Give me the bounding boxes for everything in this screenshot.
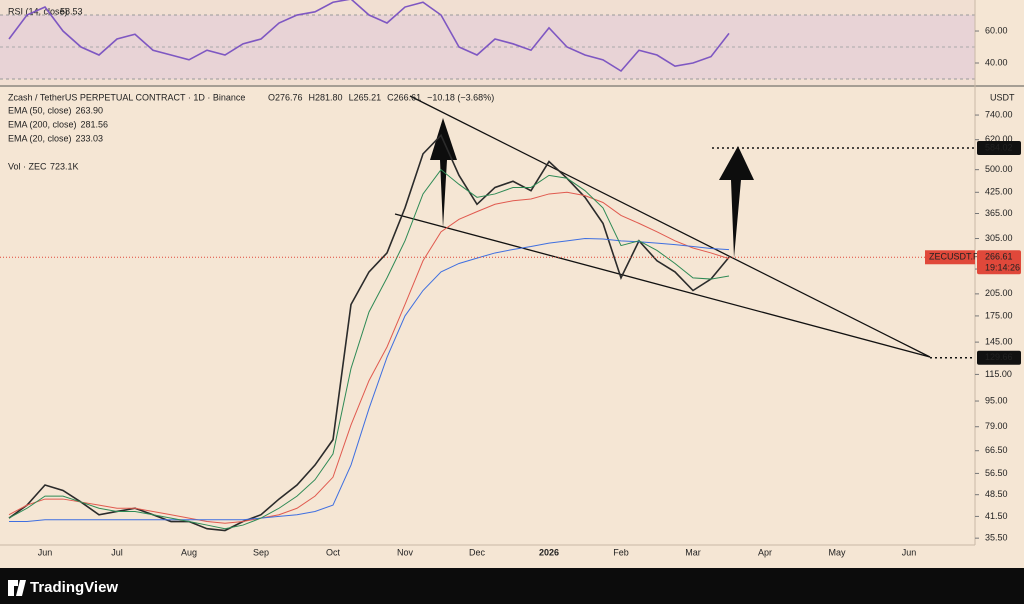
legend-value: 723.1K <box>50 161 79 171</box>
wedge-upper <box>409 95 931 358</box>
y-tick-label: 66.50 <box>985 445 1008 455</box>
x-tick-label: 2026 <box>539 547 559 557</box>
rsi-title: RSI (14, close) <box>8 6 68 16</box>
ohlc-value: −10.18 (−3.68%) <box>427 92 494 102</box>
x-tick-label: Aug <box>181 547 197 557</box>
y-tick-label: 305.00 <box>985 233 1013 243</box>
y-tick-label: 95.00 <box>985 395 1008 405</box>
price-label-box <box>977 350 1021 365</box>
countdown: 19:14:26 <box>985 263 1020 273</box>
series-line <box>8 0 730 73</box>
price-label: 584.02 <box>985 142 1013 152</box>
legend-value: 263.90 <box>76 105 104 115</box>
x-tick-label: Nov <box>397 547 414 557</box>
y-tick-label: 205.00 <box>985 288 1013 298</box>
y-tick-label: 48.50 <box>985 489 1008 499</box>
x-tick-label: Apr <box>758 547 772 557</box>
y-tick-label: 35.50 <box>985 533 1008 543</box>
y-tick-label: 365.00 <box>985 208 1013 218</box>
ohlc-value: O276.76 <box>268 92 303 102</box>
y-tick-label: 41.50 <box>985 511 1008 521</box>
y-tick-label: 500.00 <box>985 164 1013 174</box>
legend-value: 281.56 <box>81 119 109 129</box>
legend-label: EMA (50, close) <box>8 105 72 115</box>
legend-label: EMA (200, close) <box>8 119 77 129</box>
y-tick-label: 620.00 <box>985 134 1013 144</box>
symbol-box <box>925 250 975 265</box>
x-tick-label: Jun <box>902 547 917 557</box>
y-tick-label: 56.50 <box>985 468 1008 478</box>
price-label: 129.66 <box>985 352 1013 362</box>
x-tick-label: Mar <box>685 547 701 557</box>
x-tick-label: Oct <box>326 547 341 557</box>
x-tick-label: Sep <box>253 547 269 557</box>
x-tick-label: Jun <box>38 547 53 557</box>
y-tick-label: 175.00 <box>985 310 1013 320</box>
y-tick-label: 40.00 <box>985 57 1008 67</box>
last-price-box <box>977 250 1021 275</box>
y-tick-label: 145.00 <box>985 336 1013 346</box>
arrow <box>430 118 457 228</box>
y-tick-label: 425.00 <box>985 187 1013 197</box>
x-tick-label: May <box>828 547 846 557</box>
rsi-value: 58.53 <box>60 6 83 16</box>
legend-label: EMA (20, close) <box>8 133 72 143</box>
y-tick-label: 740.00 <box>985 109 1013 119</box>
chart-title: Zcash / TetherUS PERPETUAL CONTRACT · 1D… <box>8 92 245 102</box>
y-tick-label: 115.00 <box>985 369 1012 379</box>
series-line <box>9 238 730 523</box>
symbol-label: ZECUSDT.P <box>929 252 979 262</box>
legend-label: Vol · ZEC <box>8 161 47 171</box>
price-label-box <box>977 141 1021 156</box>
logo <box>8 580 26 596</box>
x-tick-label: Jul <box>111 547 123 557</box>
wedge-lower <box>394 213 931 358</box>
ohlc-value: H281.80 <box>309 92 343 102</box>
series-line <box>8 191 730 524</box>
brand[interactable]: TradingView <box>30 579 118 596</box>
x-tick-label: Dec <box>469 547 486 557</box>
currency: USDT <box>990 92 1015 102</box>
x-tick-label: Feb <box>613 547 629 557</box>
series-line <box>8 133 730 532</box>
footer <box>0 568 1024 604</box>
last-price-label: 266.61 <box>985 252 1013 262</box>
ohlc-value: C266.61 <box>387 92 421 102</box>
y-tick-label: 79.00 <box>985 421 1008 431</box>
y-tick-label: 60.00 <box>985 25 1008 35</box>
legend-value: 233.03 <box>76 133 104 143</box>
arrow <box>719 146 754 258</box>
series-line <box>8 168 730 530</box>
ohlc-value: L265.21 <box>349 92 382 102</box>
